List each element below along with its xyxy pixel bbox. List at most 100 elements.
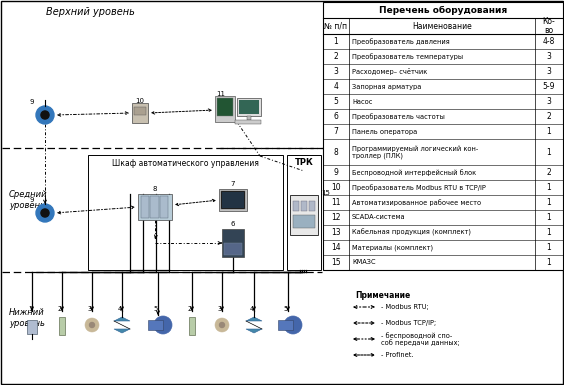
Bar <box>215 96 235 122</box>
Bar <box>278 320 293 330</box>
Text: 1: 1 <box>28 306 32 312</box>
Text: 7: 7 <box>333 127 338 136</box>
Text: 12: 12 <box>331 213 341 222</box>
Bar <box>239 100 259 114</box>
Text: 4: 4 <box>250 306 254 312</box>
Text: 9: 9 <box>29 197 34 203</box>
Text: 1: 1 <box>547 243 552 252</box>
Text: Наименование: Наименование <box>412 22 472 30</box>
Text: Программируемый логический кон-
троллер (ПЛК): Программируемый логический кон- троллер … <box>352 145 478 159</box>
Text: 1: 1 <box>547 213 552 222</box>
Text: - Modbus TCP/IP;: - Modbus TCP/IP; <box>381 320 436 326</box>
Text: 6: 6 <box>333 112 338 121</box>
Text: 2: 2 <box>188 306 192 312</box>
Text: 3: 3 <box>333 67 338 76</box>
Text: 15: 15 <box>331 258 341 267</box>
Bar <box>160 196 168 218</box>
Text: № п/п: № п/п <box>324 22 347 30</box>
Bar <box>148 320 163 330</box>
Text: КМАЗС: КМАЗС <box>352 259 376 266</box>
Text: 2: 2 <box>547 168 552 177</box>
Text: SCADA-система: SCADA-система <box>352 214 406 220</box>
Bar <box>27 320 37 334</box>
Bar <box>287 155 321 270</box>
Text: 1: 1 <box>547 147 552 156</box>
Circle shape <box>41 111 49 119</box>
Text: 1: 1 <box>547 258 552 267</box>
Text: 2: 2 <box>547 112 552 121</box>
Text: 4: 4 <box>118 306 122 312</box>
Circle shape <box>219 323 224 328</box>
Text: Примечание: Примечание <box>355 291 410 300</box>
Text: Преобразователь частоты: Преобразователь частоты <box>352 113 445 120</box>
Text: Перечень оборудования: Перечень оборудования <box>379 5 507 15</box>
Text: 1: 1 <box>547 198 552 207</box>
Text: 3: 3 <box>547 52 552 61</box>
Text: 2: 2 <box>334 52 338 61</box>
Text: ТРК: ТРК <box>294 157 314 166</box>
Text: 1: 1 <box>334 37 338 46</box>
Text: 10: 10 <box>331 183 341 192</box>
Bar <box>219 189 247 211</box>
Text: Преобразователь температуры: Преобразователь температуры <box>352 53 463 60</box>
Bar <box>235 120 261 124</box>
Polygon shape <box>246 317 262 321</box>
Text: 1: 1 <box>547 228 552 237</box>
Text: 5: 5 <box>154 306 158 312</box>
Text: Нижний
уровень: Нижний уровень <box>9 308 45 328</box>
Text: 4-8: 4-8 <box>543 37 555 46</box>
Bar <box>309 201 315 211</box>
Text: Шкаф автоматического управления: Шкаф автоматического управления <box>112 159 259 167</box>
Text: - Modbus RTU;: - Modbus RTU; <box>381 304 429 310</box>
Bar <box>221 191 245 209</box>
Bar <box>59 317 65 335</box>
Text: 13: 13 <box>331 228 341 237</box>
Text: 5: 5 <box>284 306 288 312</box>
Text: Расходомер– счётчик: Расходомер– счётчик <box>352 68 428 75</box>
Text: Запорная арматура: Запорная арматура <box>352 84 421 90</box>
Text: 1: 1 <box>547 127 552 136</box>
Text: 8: 8 <box>153 186 157 192</box>
Text: 10: 10 <box>135 98 144 104</box>
Text: 1: 1 <box>547 183 552 192</box>
Text: 5: 5 <box>333 97 338 106</box>
Bar <box>290 195 318 235</box>
Text: 3: 3 <box>88 306 92 312</box>
Text: 11: 11 <box>217 91 226 97</box>
Polygon shape <box>246 329 262 333</box>
Bar <box>237 98 261 116</box>
Circle shape <box>284 316 302 334</box>
Circle shape <box>36 204 54 222</box>
Text: Преобразователь Modbus RTU в TCP/IP: Преобразователь Modbus RTU в TCP/IP <box>352 184 486 191</box>
Text: Ко-
во: Ко- во <box>543 17 556 35</box>
Text: 15: 15 <box>321 190 330 196</box>
Bar <box>247 116 251 120</box>
Bar <box>222 229 244 257</box>
Bar <box>323 2 563 270</box>
Bar <box>293 215 315 228</box>
Text: 4: 4 <box>333 82 338 91</box>
Circle shape <box>90 323 95 328</box>
Circle shape <box>154 316 172 334</box>
Text: Автоматизированное рабочее место: Автоматизированное рабочее место <box>352 199 481 206</box>
Bar <box>301 201 307 211</box>
Bar <box>217 98 233 116</box>
Text: 6: 6 <box>231 221 235 227</box>
Circle shape <box>41 209 49 217</box>
Text: 5-9: 5-9 <box>543 82 555 91</box>
Circle shape <box>36 106 54 124</box>
Text: 7: 7 <box>231 181 235 187</box>
Text: - Profinet.: - Profinet. <box>381 352 413 358</box>
Bar <box>141 196 149 218</box>
Text: 14: 14 <box>331 243 341 252</box>
Bar <box>189 317 195 335</box>
Text: - беспроводной спо-
соб передачи данных;: - беспроводной спо- соб передачи данных; <box>381 332 460 346</box>
Text: Преобразователь давления: Преобразователь давления <box>352 38 450 45</box>
Text: 11: 11 <box>331 198 341 207</box>
Text: 9: 9 <box>29 99 34 105</box>
Bar <box>134 107 146 115</box>
Text: Верхний уровень: Верхний уровень <box>46 7 134 17</box>
Bar <box>222 192 244 208</box>
Polygon shape <box>114 317 130 321</box>
Text: Насос: Насос <box>352 99 372 105</box>
